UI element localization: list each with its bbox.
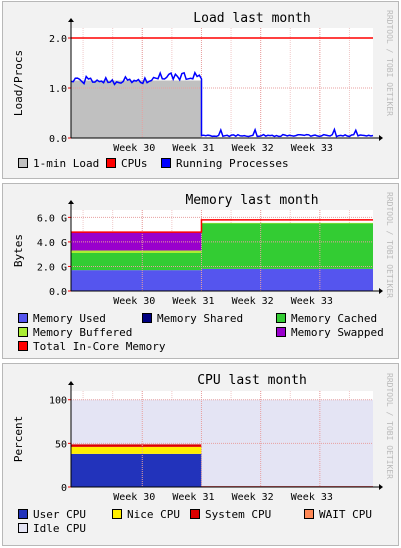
legend-swatch <box>276 327 286 337</box>
y-tick-label: 2.0 G <box>37 262 67 273</box>
legend-item: Running Processes <box>161 157 289 171</box>
legend-label: WAIT CPU <box>319 508 372 521</box>
x-tick-label: Week 31 <box>172 296 214 307</box>
legend-label: User CPU <box>33 508 86 521</box>
legend-swatch <box>161 158 171 168</box>
legend-label: Total In-Core Memory <box>33 340 166 353</box>
y-axis-arrow <box>68 200 74 204</box>
x-tick-label: Week 30 <box>113 296 155 307</box>
legend-item: User CPU <box>18 508 86 522</box>
legend-swatch <box>18 341 28 351</box>
legend-swatch <box>112 509 122 519</box>
x-tick-label: Week 33 <box>291 492 333 503</box>
legend-label: Idle CPU <box>33 522 86 535</box>
legend-item: Memory Buffered <box>18 326 132 340</box>
legend-item: Memory Shared <box>142 312 243 326</box>
cpu-chart-panel: CPU last month Percent RRDTOOL / TOBI OETI… <box>2 363 399 546</box>
watermark: RRDTOOL / TOBI OETIKER <box>385 373 394 479</box>
x-axis-arrow <box>379 135 383 141</box>
y-tick-label: 4.0 G <box>37 238 67 249</box>
legend-swatch <box>276 313 286 323</box>
legend-label: Memory Shared <box>157 312 244 325</box>
cpu-chart: CPU last month Percent RRDTOOL / TOBI OETI… <box>12 373 394 503</box>
x-axis-arrow <box>379 484 383 490</box>
watermark: RRDTOOL / TOBI OETIKER <box>385 10 394 116</box>
y-tick-label: 100 <box>49 396 67 407</box>
x-tick-label: Week 30 <box>113 492 155 503</box>
x-tick-label: Week 32 <box>232 143 274 154</box>
series-running-processes <box>70 70 374 138</box>
legend-item: Memory Cached <box>276 312 377 326</box>
y-tick-label: 6.0 G <box>37 213 67 224</box>
y-tick-label: 2.0 <box>49 34 67 45</box>
load-chart-panel: Load last month Load/Procs RRDTOOL / TOBI … <box>2 1 399 179</box>
load-chart: Load last month Load/Procs RRDTOOL / TOBI … <box>12 10 394 154</box>
x-tick-label: Week 33 <box>291 296 333 307</box>
legend-label: Memory Used <box>33 312 106 325</box>
legend-item: CPUs <box>106 157 148 171</box>
y-axis-label: Bytes <box>12 234 25 267</box>
legend-item: Memory Swapped <box>276 326 384 340</box>
chart-title: CPU last month <box>197 373 307 388</box>
memory-chart: Memory last month Bytes RRDTOOL / TOBI OET… <box>12 192 394 307</box>
y-tick-label: 0 <box>61 483 67 494</box>
x-tick-label: Week 31 <box>172 492 214 503</box>
legend-label: Memory Cached <box>291 312 378 325</box>
legend-item: Idle CPU <box>18 522 86 536</box>
x-tick-label: Week 30 <box>113 143 155 154</box>
chart-title: Load last month <box>193 11 310 26</box>
legend-label: 1-min Load <box>33 157 100 170</box>
legend-swatch <box>18 327 28 337</box>
series-memory-cached <box>71 223 373 271</box>
y-axis-label: Load/Procs <box>12 50 25 116</box>
legend-label: System CPU <box>205 508 272 521</box>
legend-swatch <box>142 313 152 323</box>
x-tick-label: Week 31 <box>172 143 214 154</box>
legend-label: Memory Swapped <box>291 326 384 339</box>
y-tick-label: 50 <box>55 439 67 450</box>
x-tick-label: Week 32 <box>232 492 274 503</box>
series-memory-swapped <box>71 222 373 251</box>
y-axis-arrow <box>68 381 74 385</box>
legend-swatch <box>18 509 28 519</box>
x-axis-arrow <box>379 288 383 294</box>
y-axis-arrow <box>68 18 74 22</box>
legend-swatch <box>18 313 28 323</box>
series-nice-cpu <box>71 446 373 487</box>
legend-swatch <box>106 158 116 168</box>
series-1-min-load <box>71 80 202 138</box>
legend-item: Nice CPU <box>112 508 180 522</box>
legend-label: Memory Buffered <box>33 326 133 339</box>
legend-swatch <box>18 158 28 168</box>
legend-label: Nice CPU <box>127 508 180 521</box>
y-axis-label: Percent <box>12 416 25 462</box>
legend-item: System CPU <box>190 508 271 522</box>
legend-item: WAIT CPU <box>304 508 372 522</box>
legend-label: CPUs <box>121 157 148 170</box>
watermark: RRDTOOL / TOBI OETIKER <box>385 192 394 298</box>
y-tick-label: 1.0 <box>49 84 67 95</box>
legend-item: Memory Used <box>18 312 106 326</box>
legend-item: 1-min Load <box>18 157 99 171</box>
x-tick-label: Week 33 <box>291 143 333 154</box>
x-tick-label: Week 32 <box>232 296 274 307</box>
legend-swatch <box>190 509 200 519</box>
series-total-in-core-memory <box>71 219 373 233</box>
series-memory-used <box>71 268 373 291</box>
legend-swatch <box>304 509 314 519</box>
legend-label: Running Processes <box>176 157 289 170</box>
y-tick-label: 0.0 <box>49 287 67 298</box>
legend-item: Total In-Core Memory <box>18 340 165 354</box>
legend-swatch <box>18 523 28 533</box>
chart-title: Memory last month <box>185 193 318 208</box>
memory-chart-panel: Memory last month Bytes RRDTOOL / TOBI OET… <box>2 183 399 359</box>
y-tick-label: 0.0 <box>49 134 67 145</box>
series-user-cpu <box>71 453 373 487</box>
